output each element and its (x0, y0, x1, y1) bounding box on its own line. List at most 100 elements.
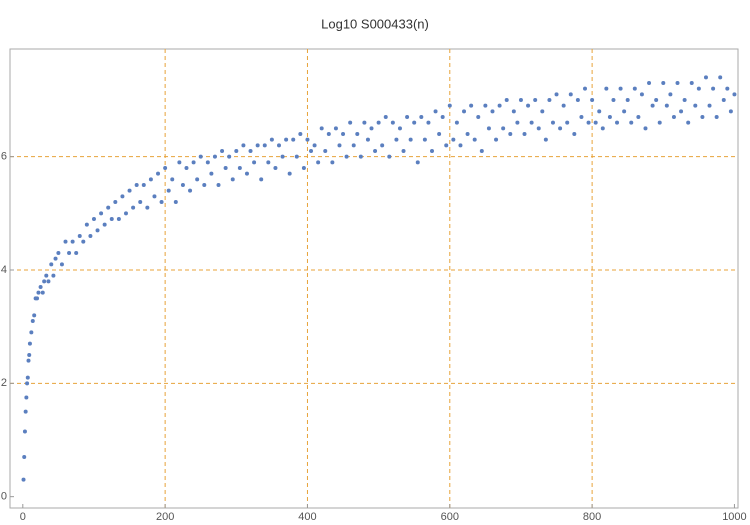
point (568, 92, 573, 97)
y-tick-label: 2 (1, 377, 7, 389)
point (447, 103, 452, 108)
point (543, 137, 548, 142)
point (586, 120, 591, 125)
point (707, 103, 712, 108)
point (330, 160, 335, 165)
point (686, 120, 691, 125)
point (426, 120, 431, 125)
point (284, 137, 289, 142)
point (458, 143, 463, 148)
point (462, 109, 467, 114)
point (53, 256, 58, 261)
point (159, 200, 164, 204)
point (56, 251, 61, 255)
point (711, 86, 716, 91)
point (316, 160, 321, 165)
point (703, 75, 708, 80)
point (216, 183, 221, 187)
point (550, 120, 555, 125)
point (123, 211, 128, 216)
point (572, 132, 577, 136)
point (397, 126, 402, 131)
point (661, 81, 666, 85)
point (437, 132, 442, 136)
point (604, 86, 609, 91)
point (337, 143, 342, 148)
point (362, 120, 367, 125)
point (24, 395, 29, 400)
point (134, 183, 139, 187)
point (91, 217, 96, 221)
point (148, 177, 153, 182)
point (394, 137, 399, 142)
point (490, 109, 495, 114)
point (590, 98, 595, 102)
point (70, 239, 75, 244)
point (472, 137, 477, 142)
point (262, 143, 267, 148)
point (547, 98, 552, 102)
point (664, 103, 669, 108)
point (607, 115, 612, 119)
point (237, 166, 242, 170)
point (497, 103, 502, 108)
point (298, 132, 303, 136)
point (679, 109, 684, 114)
point (44, 273, 49, 278)
chart-title: Log10 S000433(n) (321, 16, 429, 31)
point (230, 177, 235, 182)
point (141, 183, 146, 187)
point (259, 177, 264, 182)
point (344, 154, 349, 159)
point (77, 234, 82, 238)
point (522, 132, 527, 136)
point (483, 103, 488, 108)
point (419, 115, 424, 119)
point (188, 188, 193, 193)
point (81, 239, 86, 244)
point (511, 109, 516, 114)
point (554, 92, 559, 97)
point (582, 86, 587, 91)
point (365, 137, 370, 142)
point (529, 120, 534, 125)
point (312, 143, 317, 148)
point (195, 177, 200, 182)
point (518, 98, 523, 102)
point (718, 75, 723, 80)
point (21, 477, 26, 482)
point (102, 222, 107, 227)
point (401, 149, 406, 153)
point (109, 217, 114, 221)
point (611, 98, 616, 102)
point (515, 120, 520, 125)
point (30, 319, 35, 323)
point (59, 262, 64, 267)
point (113, 200, 118, 204)
point (579, 115, 584, 119)
point (348, 120, 353, 125)
point (508, 132, 513, 136)
point (36, 290, 41, 295)
point (51, 273, 56, 278)
point (373, 149, 378, 153)
point (106, 205, 111, 210)
point (67, 251, 72, 255)
point (220, 149, 225, 153)
point (170, 177, 175, 182)
point (38, 285, 43, 289)
point (415, 160, 420, 165)
plot-frame (9, 48, 739, 509)
point (63, 239, 68, 244)
point (380, 143, 385, 148)
point (25, 381, 30, 386)
point (255, 143, 260, 148)
point (205, 160, 210, 165)
point (291, 137, 296, 142)
point (294, 154, 299, 159)
point (465, 132, 470, 136)
point (597, 109, 602, 114)
point (173, 200, 178, 204)
point (88, 234, 93, 238)
